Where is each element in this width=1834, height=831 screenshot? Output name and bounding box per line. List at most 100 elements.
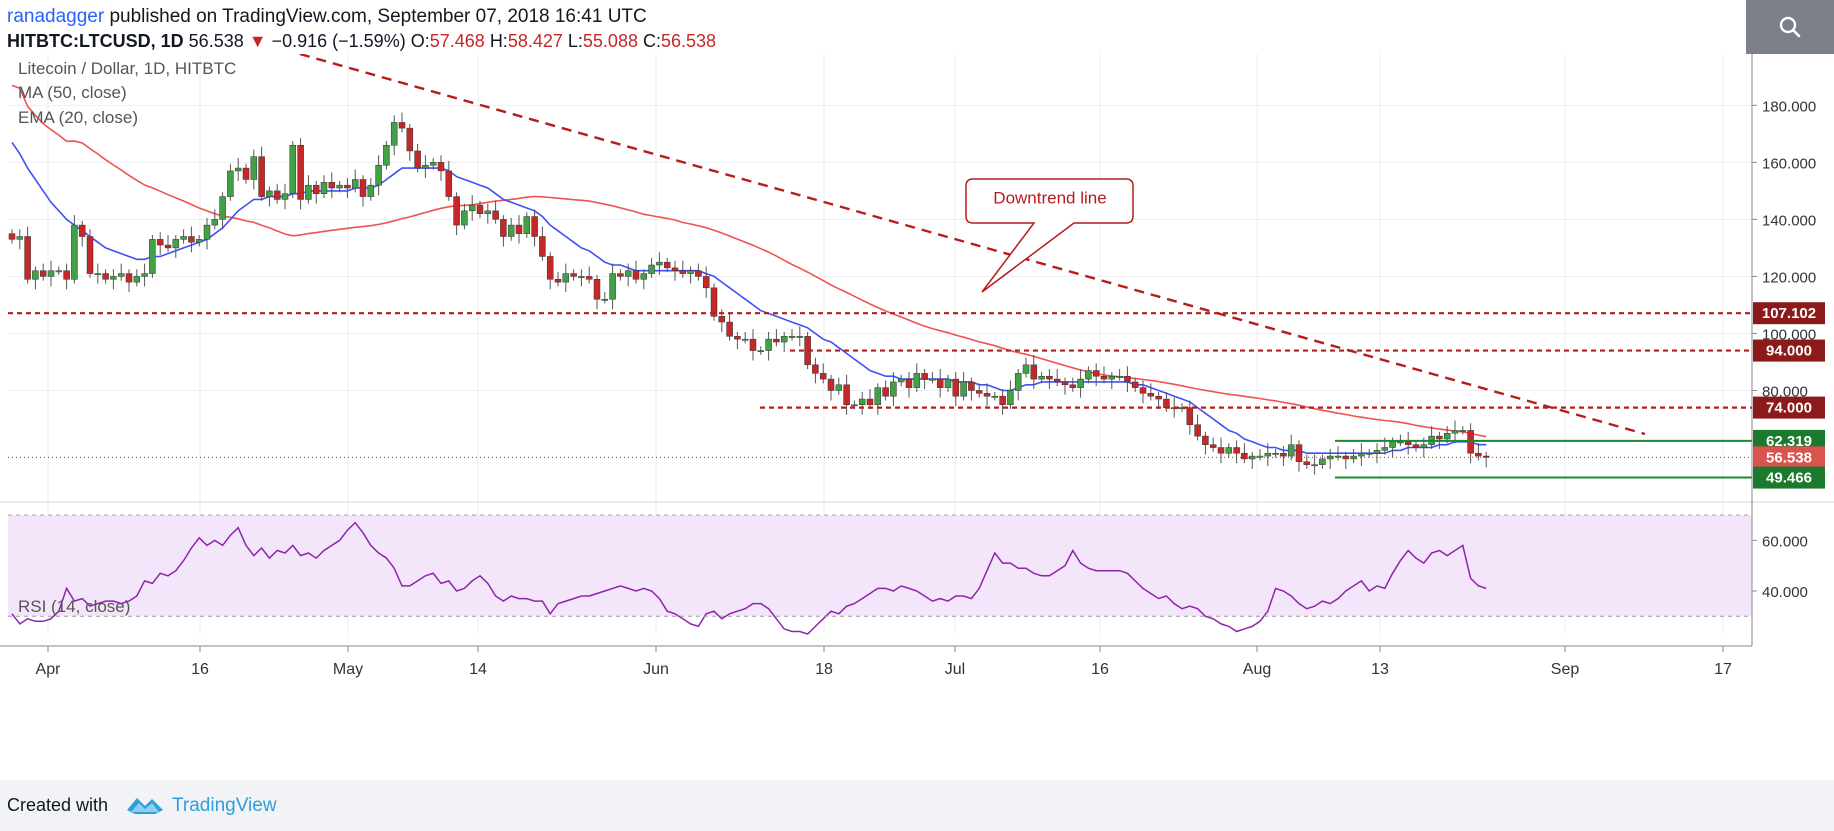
candle-body <box>913 373 921 388</box>
candle-body <box>1436 435 1443 440</box>
candle-body <box>63 270 70 280</box>
candle-body <box>1389 441 1396 448</box>
candle-body <box>1061 381 1069 386</box>
candle-body <box>297 145 304 200</box>
ema-20-path <box>11 141 1487 455</box>
candle-body <box>164 244 172 249</box>
candle-body <box>1272 452 1279 455</box>
x-tick-label: 16 <box>1091 661 1109 678</box>
candle-body <box>632 270 640 280</box>
chart-container[interactable]: Downtrend line 80.000 100.000 120.000 140.0… <box>0 54 1834 780</box>
candle-body <box>476 204 484 214</box>
candle-body <box>585 276 593 280</box>
candle-body <box>874 387 882 405</box>
candle-body <box>1194 424 1201 437</box>
candle-body <box>203 224 211 240</box>
candle-body <box>312 184 320 194</box>
candle-body <box>39 270 47 277</box>
search-button[interactable] <box>1746 0 1834 54</box>
candle-body <box>679 270 687 274</box>
candle-body <box>726 321 733 337</box>
candle-body <box>188 236 195 243</box>
candle-body <box>1116 375 1123 378</box>
downtrend-line <box>299 54 1646 436</box>
candle-body <box>398 122 406 129</box>
candle-body <box>156 239 164 246</box>
y-tick-label: 160.000 <box>1762 155 1816 172</box>
candle-body <box>180 236 187 240</box>
candle-body <box>1085 370 1092 380</box>
candle-body <box>47 270 55 277</box>
close-label: C: <box>642 31 661 51</box>
candle-body <box>117 273 125 277</box>
close-value: 56.538 <box>660 31 717 51</box>
candle-body <box>336 184 343 189</box>
price-label-text: 62.319 <box>1766 433 1812 450</box>
candle-body <box>539 236 546 257</box>
horizontal-levels <box>8 312 1752 479</box>
candle-body <box>890 381 897 397</box>
y-tick-label: 100.000 <box>1762 326 1816 343</box>
candle-body <box>422 164 429 169</box>
candle-body <box>1482 455 1490 458</box>
downtrend-path <box>299 54 1646 436</box>
candle-body <box>858 398 866 405</box>
candle-body <box>1287 444 1295 457</box>
rsi-pane <box>8 514 1752 635</box>
candle-body <box>578 276 585 278</box>
legend-title: Litecoin / Dollar, 1D, HITBTC <box>18 59 236 78</box>
candle-body <box>983 393 991 397</box>
candle-body <box>102 273 109 280</box>
candle-body <box>1007 390 1014 405</box>
candle-body <box>484 210 492 214</box>
candle-body <box>8 233 16 240</box>
candle-body <box>1397 441 1404 444</box>
candle-body <box>835 384 843 391</box>
candle-body <box>437 162 445 172</box>
candle-body <box>359 179 367 197</box>
created-with-text: Created with <box>7 795 109 815</box>
tradingview-brand[interactable]: TradingView <box>172 795 277 816</box>
legend-ema: EMA (20, close) <box>18 108 138 127</box>
candle-body <box>1139 387 1147 394</box>
candle-body <box>86 236 94 274</box>
candle-body <box>1311 464 1318 467</box>
axes: 80.000 100.000 120.000 140.000 160.000 180.00… <box>0 54 1816 678</box>
candle-body <box>609 273 616 300</box>
candle-body <box>1326 455 1334 460</box>
chart-legend: Litecoin / Dollar, 1D, HITBTC MA (50, cl… <box>18 59 236 616</box>
candle-body <box>531 216 538 237</box>
candle-body <box>461 210 468 226</box>
rsi-band <box>8 515 1752 617</box>
price-label-text: 74.000 <box>1766 400 1812 417</box>
ema-20-line <box>11 141 1487 455</box>
symbol-ohlc: HITBTC:LTCUSD, 1D 56.538 ▼ −0.916 (−1.59… <box>7 31 716 52</box>
ma-50-line <box>11 84 1487 438</box>
candle-body <box>936 378 944 388</box>
candle-body <box>24 236 31 280</box>
rsi-path <box>11 521 1487 635</box>
candle-body <box>1443 433 1451 440</box>
candle-body <box>71 224 78 280</box>
candle-body <box>975 390 983 394</box>
candle-body <box>453 196 460 226</box>
candle-body <box>273 190 281 200</box>
candle-body <box>242 167 250 180</box>
candle-body <box>1459 430 1467 432</box>
candle-body <box>882 387 889 397</box>
candle-body <box>1163 398 1170 408</box>
candle-body <box>554 279 562 283</box>
candle-body <box>219 196 226 220</box>
chart-bg <box>0 54 1834 780</box>
author-link[interactable]: ranadagger <box>7 6 105 27</box>
tradingview-logo-icon[interactable] <box>125 792 165 818</box>
candle-body <box>960 381 967 397</box>
x-tick-label: 14 <box>469 661 487 678</box>
candle-body <box>266 190 273 197</box>
chart-svg[interactable]: Downtrend line 80.000 100.000 120.000 140.0… <box>0 54 1834 780</box>
candle-body <box>999 395 1006 405</box>
x-tick-label: Apr <box>36 661 62 678</box>
candle-body <box>94 273 102 276</box>
candle-body <box>843 384 850 405</box>
candle-body <box>1334 455 1342 458</box>
